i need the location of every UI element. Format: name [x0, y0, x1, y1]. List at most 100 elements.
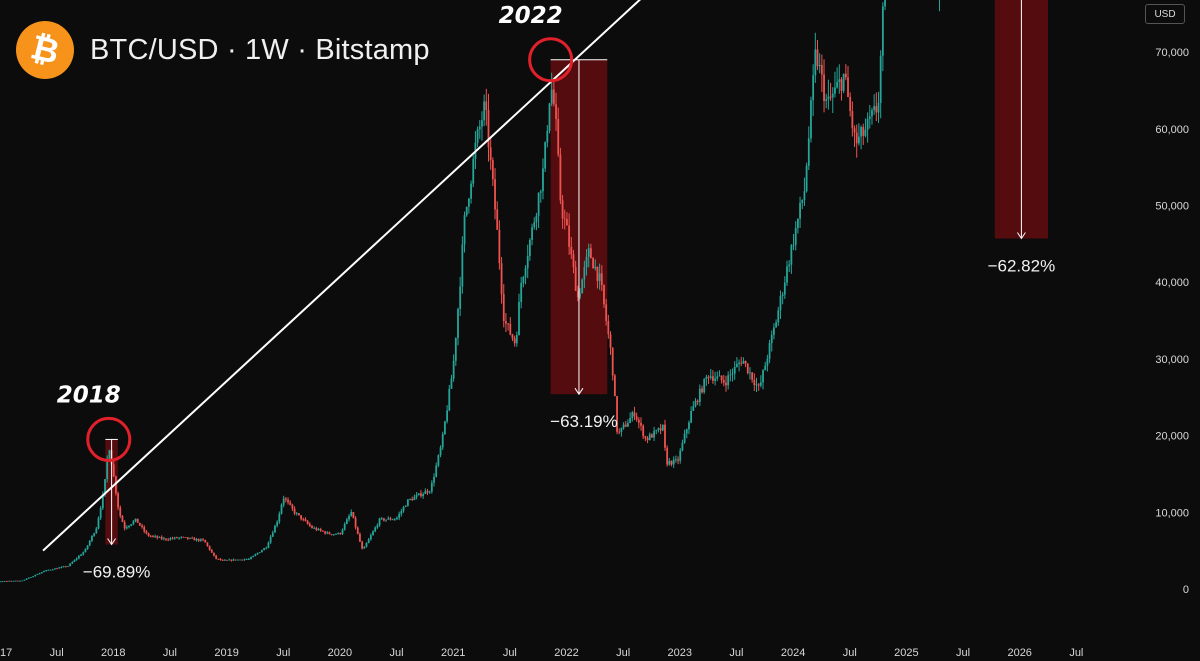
candle-body: [446, 410, 448, 422]
candle-body: [415, 495, 418, 497]
candle-body: [223, 559, 226, 561]
candle-body: [444, 421, 446, 435]
candle-body: [755, 384, 758, 386]
candle-body: [674, 459, 677, 461]
candle-body: [781, 294, 784, 297]
candle-body: [696, 400, 699, 402]
candle-body: [637, 419, 640, 423]
candle-body: [184, 537, 187, 538]
candle-body: [855, 132, 858, 144]
candle-body: [219, 558, 222, 561]
candle-body: [43, 571, 45, 573]
candle-body: [790, 245, 793, 265]
candle-body: [121, 516, 124, 523]
candle-body: [633, 412, 636, 417]
candle-body: [258, 552, 261, 554]
candle-body: [365, 543, 368, 547]
x-tick-label: 2017: [0, 647, 12, 659]
candle-body: [256, 553, 259, 555]
candle-body: [176, 537, 178, 539]
candle-body: [58, 567, 61, 569]
candle-body: [559, 154, 562, 201]
candle-body: [640, 422, 642, 426]
candle-body: [768, 343, 771, 359]
candle-body: [104, 479, 106, 495]
candle-body: [746, 363, 749, 374]
candle-body: [849, 96, 852, 112]
candle-body: [289, 502, 292, 505]
candle-body: [858, 136, 860, 144]
candle-body: [391, 519, 394, 521]
candle-body: [524, 268, 527, 278]
candle-body: [147, 533, 150, 536]
candle-body: [762, 370, 764, 383]
candle-body: [278, 513, 281, 523]
x-tick-label: 2020: [328, 647, 352, 659]
candle-body: [794, 227, 797, 245]
candle-body: [679, 450, 682, 461]
candle-body: [868, 116, 871, 119]
candle-body: [825, 99, 828, 102]
candle-body: [648, 434, 651, 441]
candle-body: [620, 427, 623, 433]
candle-body: [67, 566, 69, 567]
candle-body: [777, 310, 780, 323]
candle-body: [496, 209, 499, 230]
candle-body: [406, 499, 409, 506]
candle-body: [91, 535, 93, 541]
candle-body: [838, 79, 841, 82]
candle-body: [729, 374, 732, 376]
candle-body: [326, 532, 329, 534]
candle-body: [631, 412, 634, 418]
x-tick-label: 2024: [781, 647, 805, 659]
candle-body: [803, 191, 806, 201]
y-tick-label: 50,000: [1155, 201, 1189, 213]
candle-body: [757, 384, 760, 386]
candle-body: [535, 215, 538, 223]
candle-body: [280, 504, 283, 514]
candle-body: [378, 518, 381, 526]
candle-body: [875, 106, 878, 113]
y-tick-label: 60,000: [1155, 124, 1189, 136]
candle-body: [668, 460, 671, 465]
candle-body: [221, 560, 224, 561]
candle-body: [664, 424, 666, 448]
candle-body: [609, 334, 612, 348]
candle-body: [6, 581, 8, 582]
candle-body: [71, 561, 74, 564]
symbol-title: BTC/USD · 1W · Bitstamp: [90, 33, 430, 66]
x-tick-label: Jul: [729, 647, 743, 659]
candle-body: [467, 198, 470, 207]
candle-body: [361, 541, 364, 549]
candle-body: [770, 334, 773, 344]
candle-body: [598, 273, 601, 281]
y-tick-label: 70,000: [1155, 47, 1189, 59]
candle-body: [879, 55, 882, 103]
candle-body: [282, 498, 285, 505]
currency-badge[interactable]: USD: [1145, 4, 1185, 24]
candle-body: [520, 282, 523, 302]
candle-body: [199, 539, 202, 541]
candle-body: [230, 559, 233, 561]
candle-body: [709, 376, 712, 378]
candle-body: [507, 323, 510, 325]
x-tick-label: Jul: [956, 647, 970, 659]
candle-body: [775, 322, 778, 328]
candle-body: [328, 532, 331, 535]
candle-body: [32, 576, 35, 578]
candle-body: [106, 458, 109, 480]
candle-body: [291, 504, 294, 509]
candle-body: [555, 104, 557, 119]
x-tick-label: 2025: [894, 647, 918, 659]
peak-year-label-2018: 2018: [57, 382, 121, 408]
candle-body: [398, 513, 401, 518]
candle-body: [117, 493, 119, 508]
candle-body: [101, 494, 104, 509]
candle-body: [189, 537, 191, 539]
candle-body: [502, 294, 505, 322]
candle-body: [143, 527, 146, 532]
candle-body: [409, 499, 411, 500]
candle-body: [376, 525, 379, 528]
candle-body: [533, 222, 536, 228]
